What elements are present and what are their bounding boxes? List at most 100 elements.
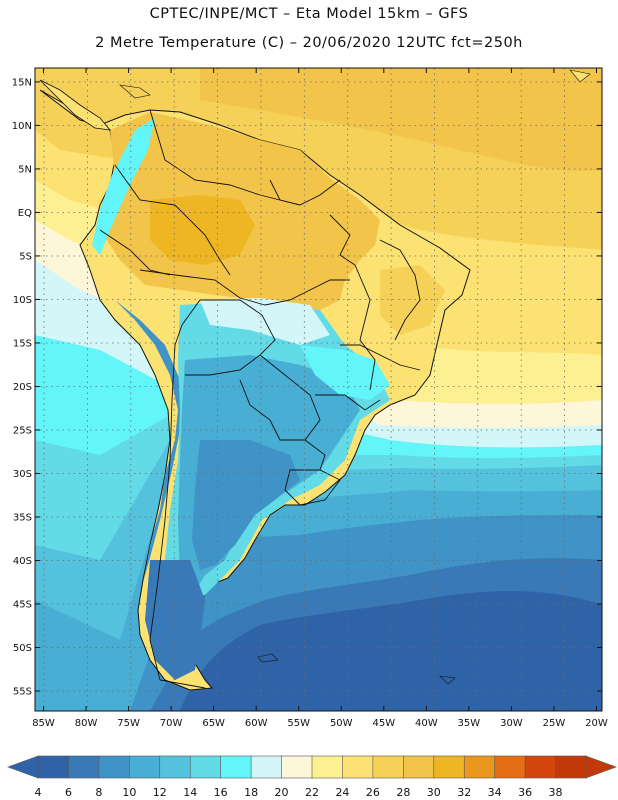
colorbar-swatch: [524, 755, 557, 779]
border-brazil-states-4: [340, 344, 421, 371]
colorbar-min-arrow: [7, 755, 39, 779]
field-patagonia-6c: [145, 560, 205, 680]
border-brazil-states-5: [315, 394, 381, 411]
lon-label: 20W: [585, 718, 608, 729]
border-brazil-states-1: [329, 214, 376, 391]
lat-label: EQ: [18, 208, 32, 219]
lon-label: 60W: [245, 718, 268, 729]
colorbar-swatch: [37, 755, 70, 779]
lat-label: 50S: [13, 643, 32, 654]
colorbar-swatch: [555, 755, 587, 779]
colorbar-swatch: [250, 755, 283, 779]
central-america: [39, 79, 111, 131]
border-venezuela-brazil: [149, 109, 301, 206]
border-chile-argentina: [149, 344, 206, 689]
lon-label: 75W: [117, 718, 140, 729]
colorbar-swatch: [281, 755, 313, 779]
colorbar-swatches: [7, 755, 617, 779]
border-colombia-peru: [114, 164, 231, 276]
longitude-labels: 85W 80W 75W 70W 65W 60W 55W 50W 45W 40W …: [32, 718, 608, 729]
colorbar-swatch: [68, 755, 100, 779]
colorbar-label: 26: [366, 786, 380, 799]
colorbar-label: 32: [457, 786, 471, 799]
lon-label: 25W: [543, 718, 566, 729]
field-andes-north: [92, 118, 155, 255]
south-georgia: [439, 675, 456, 685]
colorbar-label: 36: [518, 786, 532, 799]
colorbar-swatch: [463, 755, 496, 779]
lon-label: 80W: [75, 718, 98, 729]
colorbar-swatch: [372, 755, 405, 779]
colorbar-label: 18: [244, 786, 258, 799]
colorbar-label: 22: [305, 786, 319, 799]
lat-label: 20S: [13, 382, 32, 393]
colorbar-swatch: [433, 755, 466, 779]
colorbar-swatch: [159, 755, 192, 779]
lat-label: 45S: [13, 599, 32, 610]
border-brazil-states-3: [379, 239, 421, 341]
lat-label: 40S: [13, 556, 32, 567]
lon-label: 40W: [415, 718, 438, 729]
lat-label: 35S: [13, 512, 32, 523]
colorbar-label: 10: [122, 786, 136, 799]
graticule: [35, 68, 602, 711]
lon-label: 45W: [372, 718, 395, 729]
lat-label: 15S: [13, 338, 32, 349]
lat-label: 30S: [13, 469, 32, 480]
map-canvas: [35, 68, 602, 711]
field-southeast-16c: [300, 345, 390, 400]
colorbar-label: 24: [335, 786, 349, 799]
lon-label: 85W: [32, 718, 55, 729]
colorbar: 4 6 8 10 12 14 16 18 20 22 24 26 28 30 3…: [7, 755, 617, 799]
colorbar-label: 14: [183, 786, 197, 799]
colorbar-swatch: [342, 755, 374, 779]
colorbar-label: 34: [488, 786, 502, 799]
lon-label: 70W: [160, 718, 183, 729]
country-borders: [99, 109, 421, 689]
lon-label: 35W: [458, 718, 481, 729]
colorbar-label: 38: [549, 786, 563, 799]
colorbar-label: 12: [153, 786, 167, 799]
border-bolivia: [174, 299, 276, 376]
lat-label: 5N: [18, 164, 32, 175]
colorbar-label: 6: [65, 786, 72, 799]
ocean-band-28c: [200, 68, 602, 171]
colorbar-swatch: [311, 755, 344, 779]
field-pampas-8c: [192, 440, 300, 570]
island-ne-corner: [569, 69, 591, 83]
latitude-labels: 15N 10N 5N EQ 5S 10S 15S 20S 25S 30S 35S…: [12, 77, 32, 697]
title-line-2: 2 Metre Temperature (C) – 20/06/2020 12U…: [95, 35, 523, 51]
border-argentina-brazil: [304, 439, 326, 471]
lon-label: 55W: [287, 718, 310, 729]
colorbar-swatch: [98, 755, 131, 779]
lat-label: 25S: [13, 425, 32, 436]
falkland-islands: [257, 653, 279, 663]
colorbar-swatch: [189, 755, 222, 779]
lon-label: 65W: [202, 718, 225, 729]
lat-label: 10S: [13, 295, 32, 306]
colorbar-label: 8: [95, 786, 102, 799]
colorbar-label: 16: [214, 786, 228, 799]
colorbar-swatch: [220, 755, 252, 779]
map-frame: [34, 67, 603, 712]
axis-ticks: [35, 68, 602, 711]
lat-label: 5S: [19, 251, 32, 262]
colorbar-swatch: [403, 755, 435, 779]
lat-label: 10N: [12, 121, 32, 132]
lat-label: 55S: [13, 686, 32, 697]
colorbar-label: 4: [35, 786, 42, 799]
colorbar-label: 20: [275, 786, 289, 799]
title-line-1: CPTEC/INPE/MCT – Eta Model 15km – GFS: [149, 6, 469, 22]
border-brazil-states-2: [264, 279, 350, 306]
lat-label: 15N: [12, 77, 32, 88]
colorbar-label: 28: [396, 786, 410, 799]
caribbean-island: [119, 84, 151, 99]
lon-label: 50W: [330, 718, 353, 729]
field-amazon-30c: [150, 195, 255, 265]
colorbar-swatch: [494, 755, 526, 779]
colorbar-label: 30: [427, 786, 441, 799]
colorbar-swatch: [129, 755, 161, 779]
colorbar-labels: 4 6 8 10 12 14 16 18 20 22 24 26 28 30 3…: [35, 786, 563, 799]
border-peru-brazil: [139, 269, 266, 306]
